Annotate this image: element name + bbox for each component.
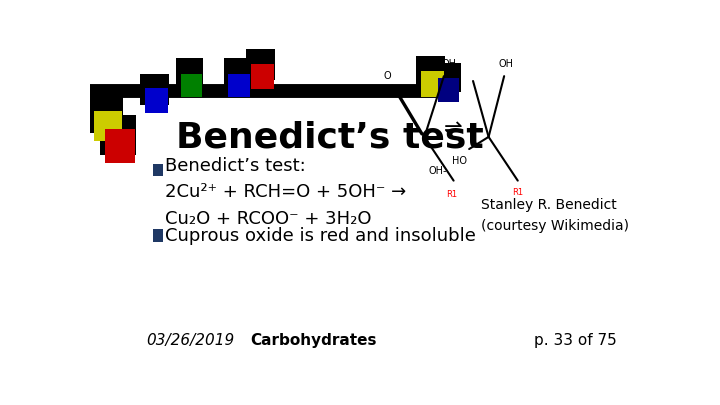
Bar [153, 164, 163, 177]
Text: p. 33 of 75: p. 33 of 75 [534, 333, 617, 348]
Text: OH: OH [442, 59, 457, 69]
Bar [181, 74, 202, 97]
Text: HO: HO [452, 156, 467, 166]
Bar [228, 74, 250, 97]
Text: (courtesy Wikimedia): (courtesy Wikimedia) [481, 219, 629, 232]
Text: R1: R1 [446, 190, 457, 199]
Bar [90, 96, 124, 133]
Bar [246, 49, 275, 80]
Bar [104, 129, 135, 163]
Text: Cu₂O + RCOO⁻ + 3H₂O: Cu₂O + RCOO⁻ + 3H₂O [166, 209, 372, 228]
Bar [416, 56, 446, 87]
Text: Benedict’s test: Benedict’s test [176, 120, 485, 154]
Text: 03/26/2019: 03/26/2019 [146, 333, 235, 348]
Text: Carbohydrates: Carbohydrates [250, 333, 377, 348]
Text: Benedict’s test:: Benedict’s test: [166, 157, 306, 175]
Text: ⇌: ⇌ [444, 119, 463, 140]
Bar [94, 111, 122, 141]
Bar [145, 88, 168, 113]
Text: Cuprous oxide is red and insoluble: Cuprous oxide is red and insoluble [166, 227, 476, 245]
Text: OH-: OH- [429, 166, 447, 176]
Bar [224, 58, 251, 87]
Bar [433, 63, 461, 92]
Text: O: O [384, 71, 392, 81]
Bar [100, 115, 136, 155]
Bar [153, 230, 163, 242]
Text: OH: OH [498, 59, 513, 69]
Bar [251, 64, 274, 89]
Bar [176, 58, 203, 87]
Bar [438, 78, 459, 102]
Text: 2Cu²⁺ + RCH=O + 5OH⁻ →: 2Cu²⁺ + RCH=O + 5OH⁻ → [166, 183, 407, 201]
Text: Stanley R. Benedict: Stanley R. Benedict [481, 198, 616, 212]
Bar [140, 74, 169, 105]
Bar [421, 71, 444, 97]
Text: R1: R1 [512, 188, 523, 197]
